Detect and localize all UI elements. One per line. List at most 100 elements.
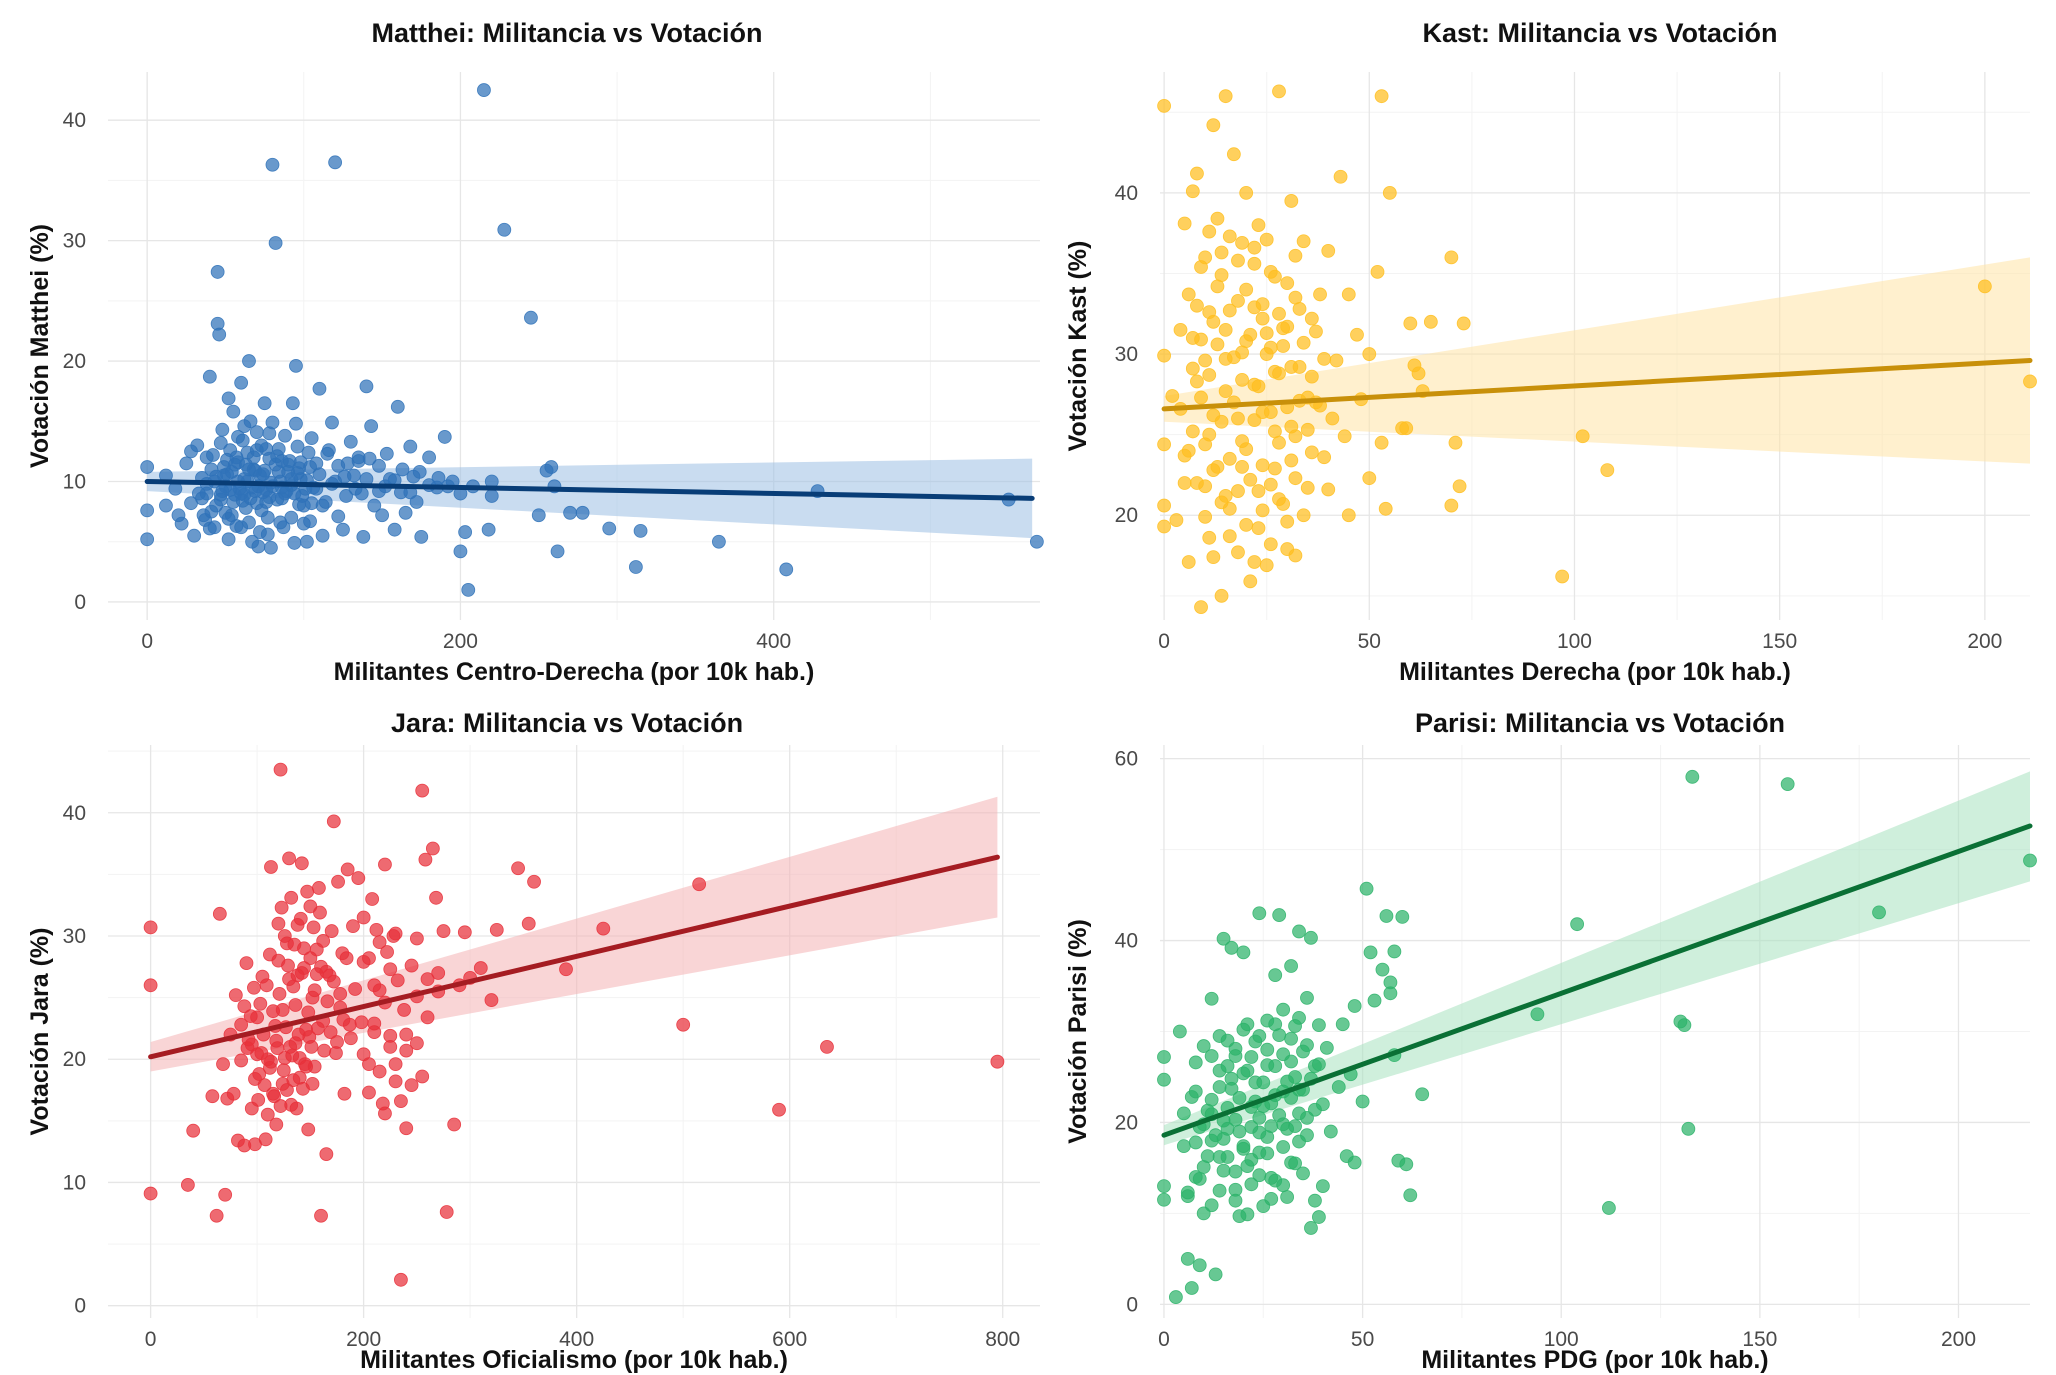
data-point-jara	[420, 1010, 435, 1025]
x-axis-label-parisi: Militantes PDG (por 10k hab.)	[1421, 1346, 1768, 1374]
data-point-parisi	[2023, 853, 2037, 868]
data-point-matthei	[140, 532, 155, 547]
data-point-kast	[1350, 327, 1364, 342]
data-point-parisi	[1872, 905, 1886, 920]
data-point-kast	[1444, 498, 1459, 513]
data-point-parisi	[1252, 1125, 1267, 1140]
y-tick-label: 20	[63, 1048, 86, 1071]
data-point-parisi	[1196, 1039, 1211, 1053]
data-point-parisi	[1212, 1183, 1227, 1198]
data-point-parisi	[1168, 1290, 1183, 1304]
data-point-jara	[180, 1178, 195, 1192]
data-point-jara	[399, 1043, 414, 1058]
x-axis-label-jara: Militantes Oficialismo (por 10k hab.)	[360, 1346, 788, 1374]
data-point-matthei	[337, 469, 352, 484]
data-point-parisi	[1304, 930, 1318, 945]
data-point-jara	[356, 1047, 371, 1062]
data-point-matthei	[179, 456, 194, 471]
data-point-kast	[1206, 463, 1221, 478]
data-point-jara	[372, 1064, 387, 1079]
data-point-parisi	[1363, 945, 1378, 960]
y-axis-label-jara: Votación Jara (%)	[26, 928, 54, 1136]
data-point-kast	[2023, 374, 2037, 389]
data-point-kast	[1222, 303, 1237, 318]
data-point-jara	[333, 987, 348, 1001]
data-point-kast	[1575, 429, 1590, 444]
data-point-jara	[339, 951, 354, 966]
data-point-kast	[1321, 482, 1336, 497]
data-point-kast	[1288, 548, 1303, 563]
data-point-kast	[1292, 302, 1307, 316]
data-point-jara	[299, 1059, 314, 1074]
data-point-kast	[1362, 471, 1377, 486]
data-point-matthei	[290, 439, 305, 454]
data-point-kast	[1399, 421, 1414, 436]
data-point-matthei	[159, 498, 173, 513]
data-point-jara	[372, 935, 387, 950]
data-point-parisi	[1220, 1121, 1235, 1136]
data-point-kast	[1374, 89, 1389, 104]
data-point-jara	[367, 978, 382, 993]
data-point-kast	[1239, 518, 1254, 532]
data-point-kast	[1288, 429, 1303, 444]
data-point-matthei	[304, 431, 319, 446]
data-point-kast	[1222, 529, 1237, 544]
data-point-parisi	[1224, 940, 1239, 955]
data-point-jara	[284, 890, 299, 905]
data-point-parisi	[1176, 1106, 1191, 1121]
data-point-jara	[388, 926, 403, 941]
data-point-parisi	[1157, 1072, 1171, 1087]
data-point-jara	[307, 983, 322, 998]
data-point-matthei	[484, 489, 499, 503]
data-point-matthei	[575, 505, 590, 520]
x-tick-label: 200	[443, 630, 478, 653]
data-point-kast	[1235, 345, 1249, 360]
data-point-matthei	[633, 523, 648, 538]
data-point-kast	[1202, 427, 1217, 442]
data-point-matthei	[431, 470, 446, 485]
data-point-jara	[264, 860, 278, 874]
data-point-parisi	[1220, 1059, 1235, 1073]
data-point-kast	[1181, 287, 1196, 302]
data-point-matthei	[171, 508, 186, 523]
data-point-matthei	[364, 419, 379, 433]
data-point-jara	[289, 1101, 304, 1116]
data-point-kast	[1185, 424, 1200, 439]
data-point-kast	[1263, 477, 1278, 492]
data-point-kast	[1325, 411, 1340, 426]
data-point-jara	[457, 925, 472, 940]
data-point-jara	[415, 1069, 430, 1084]
data-point-matthei	[195, 491, 209, 506]
data-point-jara	[369, 922, 384, 937]
data-point-parisi	[1192, 1171, 1207, 1186]
x-tick-label: 200	[346, 1328, 381, 1351]
data-point-jara	[143, 920, 158, 935]
chart-title-parisi: Parisi: Militancia vs Votación	[1415, 708, 1785, 738]
data-point-matthei	[268, 236, 283, 250]
data-point-parisi	[1236, 1141, 1251, 1156]
data-point-kast	[1231, 411, 1245, 426]
data-point-jara	[267, 1089, 282, 1104]
data-point-parisi	[1228, 1182, 1243, 1197]
data-point-kast	[1321, 244, 1336, 258]
data-point-kast	[1313, 287, 1327, 302]
y-axis-label-parisi: Votación Parisi (%)	[1064, 919, 1092, 1144]
data-point-matthei	[227, 457, 242, 472]
data-point-parisi	[1240, 1207, 1255, 1222]
data-point-matthei	[260, 527, 275, 542]
data-point-matthei	[287, 486, 302, 501]
data-point-kast	[1194, 260, 1208, 274]
data-point-parisi	[1367, 993, 1382, 1008]
y-tick-label: 20	[1115, 504, 1138, 527]
data-point-matthei	[531, 508, 546, 523]
data-point-kast	[1280, 514, 1295, 529]
data-point-kast	[1231, 545, 1245, 560]
data-point-matthei	[497, 222, 512, 237]
data-point-matthei	[140, 503, 155, 518]
data-point-parisi	[1288, 1156, 1302, 1171]
data-point-kast	[1341, 508, 1356, 523]
data-point-parisi	[1300, 1038, 1314, 1053]
data-point-matthei	[318, 495, 333, 509]
data-point-parisi	[1570, 917, 1585, 932]
data-point-matthei	[204, 504, 219, 519]
